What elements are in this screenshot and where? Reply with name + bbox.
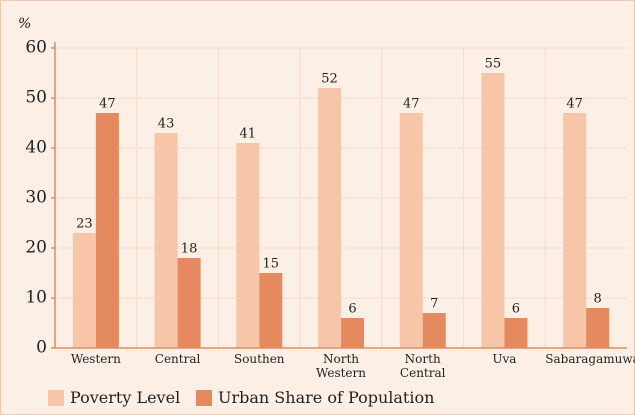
y-tick-label: 40	[25, 138, 47, 158]
x-tick-label-box: Western	[55, 352, 137, 366]
y-tick-label: 20	[25, 238, 47, 258]
data-label: 55	[485, 57, 502, 72]
x-tick-label: Central	[154, 352, 201, 366]
x-tick-label-box: Uva	[464, 352, 546, 366]
legend-label: Poverty Level	[70, 388, 181, 407]
y-axis-label: %	[18, 16, 31, 32]
x-tick-label: Sabaragamuwa	[545, 352, 635, 366]
x-tick-label-box: Central	[137, 352, 219, 366]
x-tick-label: Uva	[492, 352, 517, 366]
x-tick-label: Southen	[233, 352, 285, 366]
legend-label: Urban Share of Population	[218, 388, 435, 407]
data-label: 15	[263, 257, 280, 272]
y-tick-label: 60	[25, 38, 47, 58]
bar	[504, 318, 528, 348]
bar	[177, 258, 201, 348]
bar	[586, 308, 610, 348]
x-tick-label: North Central	[399, 352, 446, 380]
x-tick-label: North Western	[315, 352, 366, 380]
data-label: 52	[321, 72, 338, 87]
legend-swatch	[48, 389, 64, 406]
bar	[422, 313, 446, 348]
bar	[481, 73, 505, 348]
x-tick-label-box: Sabaragamuwa	[545, 352, 635, 366]
x-tick-label: Western	[70, 352, 121, 366]
bar	[236, 143, 260, 348]
bar	[72, 233, 96, 348]
data-label: 47	[403, 97, 420, 112]
bar	[563, 113, 587, 348]
legend-item: Poverty Level	[48, 388, 180, 407]
data-label: 41	[240, 127, 257, 142]
bar	[154, 133, 178, 348]
data-label: 7	[430, 297, 438, 312]
bar	[318, 88, 341, 348]
x-tick-label-box: North Western	[300, 352, 382, 380]
bar	[259, 273, 283, 348]
y-tick-label: 30	[25, 188, 47, 208]
data-label: 43	[158, 117, 175, 132]
x-tick-label-box: Southen	[218, 352, 300, 366]
data-label: 47	[566, 97, 583, 112]
data-label: 6	[348, 302, 356, 317]
data-label: 18	[181, 242, 198, 257]
bar	[399, 113, 423, 348]
x-tick-label-box: North Central	[382, 352, 464, 380]
y-tick-label: 0	[36, 338, 47, 358]
legend-swatch	[196, 389, 212, 406]
data-label: 8	[594, 292, 602, 307]
legend-item: Urban Share of Population	[196, 388, 434, 407]
data-label: 23	[76, 217, 93, 232]
bar	[95, 113, 119, 348]
y-tick-label: 50	[25, 88, 47, 108]
bar	[341, 318, 364, 348]
data-label: 47	[99, 97, 116, 112]
y-tick-label: 10	[25, 288, 47, 308]
data-label: 6	[512, 302, 520, 317]
